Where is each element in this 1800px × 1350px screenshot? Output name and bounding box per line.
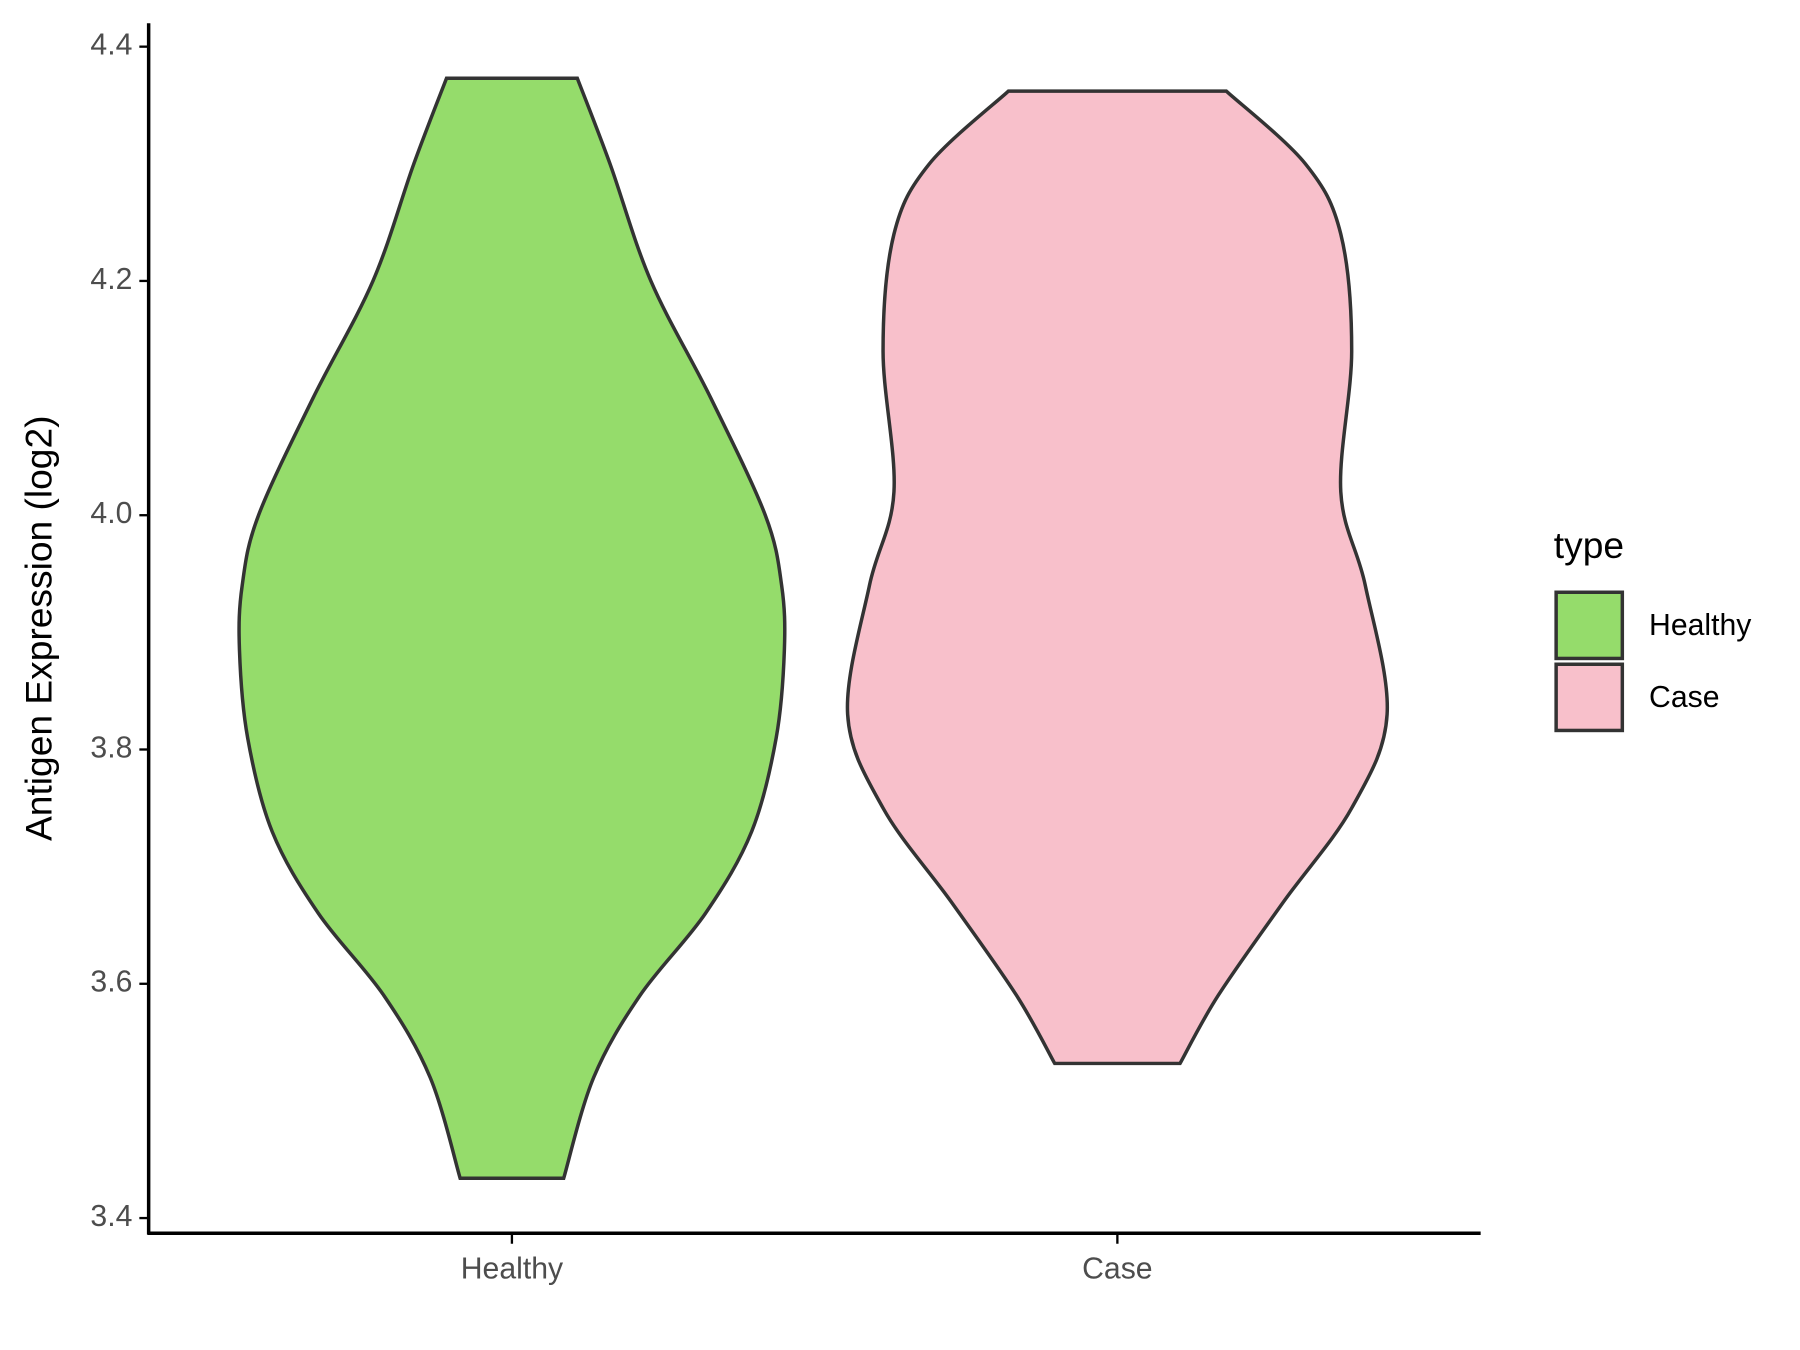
legend-key: [1554, 590, 1625, 661]
violin: [845, 89, 1390, 1066]
y-tick-label: 4.0: [90, 497, 132, 530]
violin: [237, 76, 787, 1180]
x-tick-label: Healthy: [461, 1252, 564, 1285]
legend-title: type: [1554, 524, 1624, 566]
y-axis-title: Antigen Expression (log2): [18, 416, 60, 841]
y-tick-label: 3.8: [90, 731, 132, 764]
x-tick-label: Case: [1082, 1252, 1152, 1285]
y-tick-label: 4.4: [90, 29, 132, 62]
legend-key: [1554, 662, 1625, 733]
y-tick-label: 3.4: [90, 1200, 132, 1233]
y-tick-label: 3.6: [90, 966, 132, 999]
y-tick-label: 4.2: [90, 263, 132, 296]
legend-label: Case: [1649, 681, 1719, 714]
legend-label: Healthy: [1649, 609, 1752, 642]
